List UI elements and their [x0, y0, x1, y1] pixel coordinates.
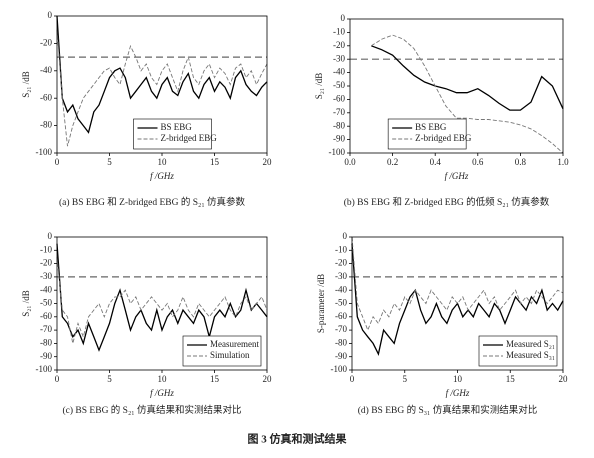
- y-tick-label: -100: [331, 364, 348, 374]
- y-tick-label: -10: [335, 244, 347, 254]
- x-tick-label: 5: [403, 374, 408, 384]
- subplot-caption: (d) BS EBG 的 S₃₁ 仿真结果和实测结果对比: [358, 404, 537, 416]
- x-tick-label: 10: [158, 157, 168, 167]
- x-tick-label: 20: [263, 157, 273, 167]
- legend-label: Simulation: [210, 350, 250, 360]
- y-tick-label: -90: [333, 134, 345, 144]
- legend-label: Measured S₂₁: [506, 339, 555, 349]
- series-line: [56, 15, 268, 134]
- legend-box: [387, 118, 467, 150]
- series-line: [351, 243, 564, 356]
- legend-label: BS EBG: [161, 122, 193, 132]
- y-tick-label: -30: [335, 271, 347, 281]
- y-tick-label: -60: [40, 92, 52, 102]
- y-tick-label: -70: [335, 324, 347, 334]
- y-tick-label: -100: [329, 147, 346, 157]
- y-tick-label: -50: [40, 298, 52, 308]
- y-tick-label: 0: [48, 10, 53, 20]
- y-tick-label: -80: [40, 120, 52, 130]
- x-tick-label: 0.6: [472, 157, 484, 167]
- x-axis-label: f /GHz: [150, 388, 174, 398]
- y-tick-label: -20: [40, 258, 52, 268]
- x-tick-label: 0: [55, 157, 60, 167]
- legend-label: Measurement: [210, 339, 259, 349]
- series-line: [371, 45, 564, 111]
- x-tick-label: 20: [263, 374, 273, 384]
- legend-label: BS EBG: [415, 122, 447, 132]
- subplot-caption: (a) BS EBG 和 Z-bridged EBG 的 S₂₁ 仿真参数: [59, 196, 246, 208]
- y-tick-label: -70: [333, 107, 345, 117]
- plot-frame: [56, 236, 268, 371]
- x-tick-label: 15: [506, 374, 516, 384]
- legend-label: Measured S₃₁: [506, 350, 555, 360]
- y-tick-label: -100: [36, 147, 53, 157]
- y-tick-label: -20: [335, 258, 347, 268]
- y-tick-label: 0: [48, 231, 53, 241]
- x-tick-label: 10: [158, 374, 168, 384]
- y-tick-label: -10: [40, 244, 52, 254]
- x-tick-label: 5: [107, 374, 112, 384]
- y-tick-label: -80: [335, 337, 347, 347]
- x-tick-label: 0: [55, 374, 60, 384]
- plot-frame: [56, 15, 268, 154]
- y-axis-label: S₂₁ /dB: [21, 71, 31, 98]
- legend-box: [133, 118, 212, 150]
- x-tick-label: 20: [559, 374, 569, 384]
- y-tick-label: -80: [40, 337, 52, 347]
- series-line: [351, 236, 564, 332]
- y-axis-label: S₂₁ /dB: [21, 290, 31, 317]
- legend-box: [182, 335, 262, 367]
- legend-box: [478, 335, 558, 367]
- series-line: [371, 34, 564, 154]
- x-tick-label: 0.4: [430, 157, 442, 167]
- y-tick-label: -100: [36, 364, 53, 374]
- y-tick-label: -90: [335, 351, 347, 361]
- y-tick-label: -20: [40, 37, 52, 47]
- x-tick-label: 10: [453, 374, 463, 384]
- figure-caption: 图 3 仿真和测试结果: [248, 432, 347, 446]
- plot-frame: [349, 18, 564, 154]
- y-tick-label: -40: [335, 284, 347, 294]
- x-tick-label: 0: [350, 374, 355, 384]
- y-tick-label: -60: [333, 93, 345, 103]
- y-axis-label: S-parameter /dB: [316, 274, 326, 333]
- y-tick-label: -60: [40, 311, 52, 321]
- y-tick-label: -30: [333, 53, 345, 63]
- x-tick-label: 5: [107, 157, 112, 167]
- y-tick-label: -20: [333, 40, 345, 50]
- x-tick-label: 15: [210, 157, 220, 167]
- y-tick-label: 0: [343, 231, 348, 241]
- y-tick-label: -90: [40, 351, 52, 361]
- x-tick-label: 0.2: [387, 157, 398, 167]
- series-line: [56, 243, 268, 352]
- y-tick-label: -30: [40, 271, 52, 281]
- subplot-caption: (b) BS EBG 和 Z-bridged EBG 的低频 S₂₁ 仿真参数: [344, 196, 550, 208]
- y-tick-label: 0: [341, 13, 346, 23]
- y-tick-label: -50: [335, 298, 347, 308]
- x-tick-label: 0.8: [515, 157, 527, 167]
- x-axis-label: f /GHz: [445, 171, 469, 181]
- y-tick-label: -40: [333, 67, 345, 77]
- y-tick-label: -50: [333, 80, 345, 90]
- y-tick-label: -40: [40, 284, 52, 294]
- y-axis-label: S₂₁ /dB: [314, 73, 324, 100]
- y-tick-label: -60: [335, 311, 347, 321]
- subplot-caption: (c) BS EBG 的 S₂₁ 仿真结果和实测结果对比: [63, 404, 242, 416]
- legend-label: Z-bridged EBG: [161, 133, 218, 143]
- y-tick-label: -10: [333, 26, 345, 36]
- y-tick-label: -80: [333, 120, 345, 130]
- x-axis-label: f /GHz: [446, 388, 470, 398]
- x-tick-label: 0.0: [344, 157, 356, 167]
- y-tick-label: -70: [40, 324, 52, 334]
- series-line: [56, 29, 268, 147]
- series-line: [56, 256, 268, 344]
- x-tick-label: 1.0: [557, 157, 569, 167]
- x-tick-label: 15: [210, 374, 220, 384]
- y-tick-label: -40: [40, 65, 52, 75]
- legend-label: Z-bridged EBG: [415, 133, 472, 143]
- plot-frame: [351, 236, 564, 371]
- x-axis-label: f /GHz: [150, 171, 174, 181]
